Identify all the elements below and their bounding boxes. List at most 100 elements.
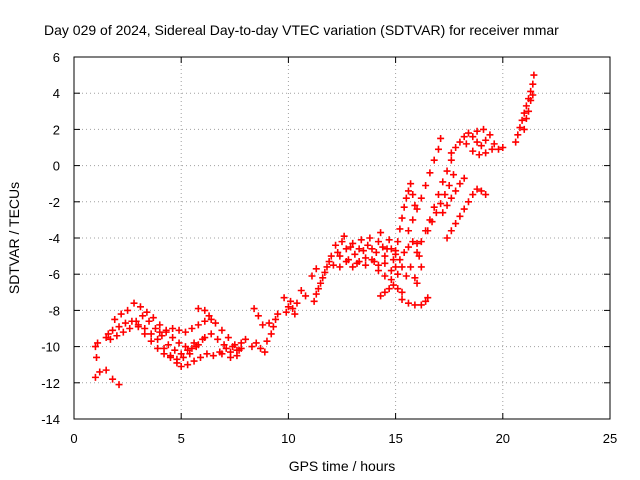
data-point — [96, 368, 104, 376]
data-point — [194, 321, 202, 329]
data-point — [488, 145, 496, 153]
data-point — [308, 272, 316, 280]
data-point — [224, 334, 232, 342]
data-point — [424, 294, 432, 302]
data-point — [480, 125, 488, 133]
data-point — [252, 339, 260, 347]
data-point — [366, 234, 374, 242]
data-point — [409, 191, 417, 199]
data-point — [287, 297, 295, 305]
data-point — [115, 381, 123, 389]
data-point — [398, 296, 406, 304]
y-tick-label: -10 — [41, 340, 60, 355]
data-point — [411, 301, 419, 309]
data-point — [411, 201, 419, 209]
data-point — [417, 194, 425, 202]
data-point — [518, 116, 526, 124]
data-point — [136, 303, 144, 311]
x-axis-label: GPS time / hours — [289, 458, 396, 474]
data-point — [171, 346, 179, 354]
data-point — [426, 169, 434, 177]
data-point — [284, 303, 292, 311]
data-point — [404, 227, 412, 235]
data-point — [441, 191, 449, 199]
data-point — [242, 335, 250, 343]
data-point — [394, 285, 402, 293]
data-point — [413, 279, 421, 287]
y-axis-label: SDTVAR / TECUs — [6, 182, 22, 294]
data-point — [227, 353, 235, 361]
data-point — [355, 245, 363, 253]
data-point — [368, 256, 376, 264]
data-point — [415, 252, 423, 260]
data-point — [342, 245, 350, 253]
chart-title: Day 029 of 2024, Sidereal Day-to-day VTE… — [44, 22, 559, 38]
data-point — [164, 341, 172, 349]
data-point — [512, 138, 520, 146]
data-point — [443, 167, 451, 175]
data-point — [314, 285, 322, 293]
x-tick-label: 10 — [281, 431, 295, 446]
data-point — [398, 263, 406, 271]
data-point — [201, 306, 209, 314]
data-point — [323, 263, 331, 271]
data-point — [452, 220, 460, 228]
data-point — [124, 306, 132, 314]
data-point — [409, 216, 417, 224]
x-tick-label: 5 — [178, 431, 185, 446]
data-point — [413, 248, 421, 256]
data-point — [145, 317, 153, 325]
data-point — [188, 325, 196, 332]
data-point — [336, 263, 344, 271]
data-point — [430, 203, 438, 211]
data-point — [473, 127, 481, 135]
data-point — [404, 187, 412, 195]
data-point — [349, 239, 357, 247]
data-point — [434, 145, 442, 153]
data-point — [149, 314, 157, 322]
data-point — [321, 268, 329, 276]
data-point — [368, 245, 376, 253]
data-point — [192, 343, 200, 351]
data-point — [250, 305, 258, 313]
data-point — [222, 344, 230, 352]
y-tick-label: 6 — [53, 50, 60, 65]
y-tick-label: -2 — [48, 195, 60, 210]
data-point — [94, 339, 102, 347]
data-point — [428, 218, 436, 226]
data-point — [282, 308, 290, 316]
data-point — [460, 174, 468, 182]
data-point — [154, 344, 162, 352]
data-point — [293, 299, 301, 307]
data-point — [439, 178, 447, 186]
data-point — [340, 232, 348, 240]
data-point — [372, 248, 380, 256]
data-point — [374, 267, 382, 275]
data-point — [106, 335, 114, 343]
data-point — [422, 297, 430, 305]
data-point — [147, 330, 155, 338]
data-point — [396, 256, 404, 264]
data-point — [486, 131, 494, 139]
data-point — [404, 299, 412, 307]
data-point — [254, 312, 262, 320]
data-point — [387, 245, 395, 253]
data-point — [473, 185, 481, 193]
data-point — [126, 325, 134, 332]
data-point — [231, 341, 239, 349]
data-point — [91, 373, 99, 381]
data-point — [237, 339, 245, 347]
data-point — [469, 147, 477, 155]
data-point — [175, 339, 183, 347]
data-point — [400, 203, 408, 211]
data-point — [409, 238, 417, 246]
data-point — [389, 256, 397, 264]
data-point — [218, 350, 226, 358]
data-point — [317, 279, 325, 287]
x-tick-label: 0 — [70, 431, 77, 446]
data-point — [379, 243, 387, 251]
data-point — [411, 274, 419, 282]
data-point — [477, 142, 485, 150]
data-point — [473, 138, 481, 146]
data-point — [377, 229, 385, 237]
